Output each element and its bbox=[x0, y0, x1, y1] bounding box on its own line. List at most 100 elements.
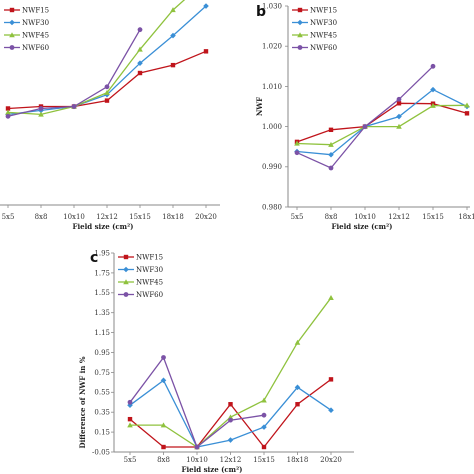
y-tick-label: 0.35 bbox=[94, 409, 110, 417]
x-tick-label: 15x15 bbox=[253, 456, 275, 464]
y-tick-label: 1.95 bbox=[94, 249, 110, 257]
data-point bbox=[5, 106, 11, 111]
x-tick-label: 15x15 bbox=[129, 213, 151, 221]
data-point bbox=[328, 165, 334, 171]
data-point bbox=[137, 70, 143, 76]
y-tick-label: 1.35 bbox=[94, 309, 110, 317]
chart-panel-c: -0.05 0.15 0.35 0.55 0.75 0.95 1.15 1.35 1.55 1.7… bbox=[78, 249, 354, 474]
series-line-nwf45 bbox=[296, 104, 468, 146]
data-point bbox=[127, 422, 133, 428]
data-point bbox=[261, 412, 267, 418]
x-tick-label: 10x10 bbox=[186, 456, 208, 464]
data-point bbox=[294, 339, 301, 345]
y-tick-label: -0.05 bbox=[92, 448, 110, 456]
y-tick-label: 1.55 bbox=[94, 289, 110, 297]
y-tick-label: 1.030 bbox=[262, 2, 282, 10]
legend-marker bbox=[9, 45, 15, 50]
data-point bbox=[38, 111, 44, 117]
x-tick-label: 8x8 bbox=[157, 456, 170, 464]
x-tick-label: 15x15 bbox=[422, 213, 444, 221]
data-point bbox=[294, 150, 300, 156]
x-tick-label: 10x10 bbox=[63, 213, 85, 221]
x-tick-label: 5x5 bbox=[2, 213, 15, 221]
data-point bbox=[170, 7, 176, 13]
legend-marker bbox=[123, 254, 129, 260]
legend-marker bbox=[9, 19, 15, 26]
legend-label: NWF30 bbox=[136, 266, 163, 274]
x-tick-label: 8x8 bbox=[35, 213, 48, 221]
data-point bbox=[464, 102, 470, 108]
series-nwf15 bbox=[5, 49, 209, 111]
y-tick-label: 1.000 bbox=[262, 123, 282, 131]
data-point bbox=[328, 127, 334, 133]
data-point bbox=[261, 397, 267, 403]
data-point bbox=[396, 101, 402, 106]
data-point bbox=[328, 294, 334, 300]
legend-label: NWF30 bbox=[310, 19, 337, 27]
chart-panel-b: 0.980 0.990 1.000 1.010 1.020 1.030 5x5 8x8 10x1… bbox=[255, 2, 474, 231]
x-tick-label: 20x20 bbox=[320, 456, 342, 464]
data-point bbox=[160, 377, 167, 384]
legend-a: NWF15 NWF30 NWF45 NWF60 bbox=[4, 7, 49, 52]
data-point bbox=[396, 113, 402, 120]
x-tick-label: 5x5 bbox=[124, 456, 137, 464]
data-point bbox=[430, 102, 436, 108]
series-line-nwf15 bbox=[296, 102, 468, 143]
x-tick-label: 18x1 bbox=[458, 213, 474, 221]
series-line-nwf30 bbox=[296, 88, 468, 156]
data-point bbox=[294, 140, 300, 146]
x-tick-label: 12x12 bbox=[96, 213, 118, 221]
legend-marker bbox=[297, 7, 303, 13]
x-tick-label: 18x18 bbox=[162, 213, 184, 221]
data-point bbox=[261, 424, 267, 430]
data-point bbox=[137, 60, 143, 66]
data-point bbox=[104, 84, 110, 90]
data-point bbox=[227, 414, 234, 420]
data-point bbox=[430, 86, 436, 93]
series-nwf30 bbox=[294, 86, 470, 158]
legend-label: NWF15 bbox=[136, 254, 163, 262]
data-point bbox=[160, 422, 167, 428]
y-tick-label: 1.020 bbox=[262, 43, 282, 51]
series-nwf60 bbox=[127, 355, 267, 450]
legend-label: NWF15 bbox=[22, 7, 49, 15]
data-point bbox=[203, 3, 209, 9]
data-point bbox=[104, 98, 110, 103]
x-axis-label-a: Field size (cm²) bbox=[73, 222, 134, 231]
y-tick-label: 1.75 bbox=[94, 269, 110, 277]
data-point bbox=[464, 111, 470, 116]
x-tick-label: 18x18 bbox=[287, 456, 309, 464]
legend-marker bbox=[9, 32, 15, 38]
data-point bbox=[170, 32, 176, 39]
y-axis-label-b: NWF bbox=[255, 97, 264, 116]
legend-marker bbox=[123, 266, 129, 273]
series-nwf30 bbox=[127, 377, 334, 450]
data-point bbox=[127, 416, 133, 422]
series-nwf45 bbox=[294, 102, 470, 147]
y-tick-label: 0.990 bbox=[262, 163, 282, 171]
legend-marker bbox=[297, 45, 303, 50]
x-tick-label: 20x20 bbox=[195, 213, 217, 221]
series-line-nwf30 bbox=[129, 379, 332, 448]
data-point bbox=[328, 377, 334, 382]
data-point bbox=[294, 384, 301, 391]
y-tick-label: 0.95 bbox=[94, 349, 110, 357]
series-nwf60 bbox=[294, 63, 436, 171]
legend-marker bbox=[9, 7, 15, 13]
data-point bbox=[137, 46, 143, 52]
data-point bbox=[170, 62, 176, 68]
panel-label-c: c bbox=[90, 250, 98, 266]
series-nwf15 bbox=[294, 101, 470, 145]
y-tick-label: 0.75 bbox=[94, 369, 110, 377]
x-tick-label: 5x5 bbox=[291, 213, 304, 221]
x-axis-label-b: Field size (cm²) bbox=[332, 222, 393, 231]
legend-label: NWF60 bbox=[136, 291, 163, 299]
data-point bbox=[328, 141, 334, 147]
x-tick-label: 10x10 bbox=[354, 213, 376, 221]
series-nwf45 bbox=[5, 0, 186, 117]
x-tick-label: 8x8 bbox=[325, 213, 338, 221]
y-tick-label: 1.15 bbox=[94, 329, 110, 337]
y-tick-label: 1.010 bbox=[262, 83, 282, 91]
legend-label: NWF60 bbox=[22, 44, 49, 52]
data-point bbox=[5, 113, 11, 119]
